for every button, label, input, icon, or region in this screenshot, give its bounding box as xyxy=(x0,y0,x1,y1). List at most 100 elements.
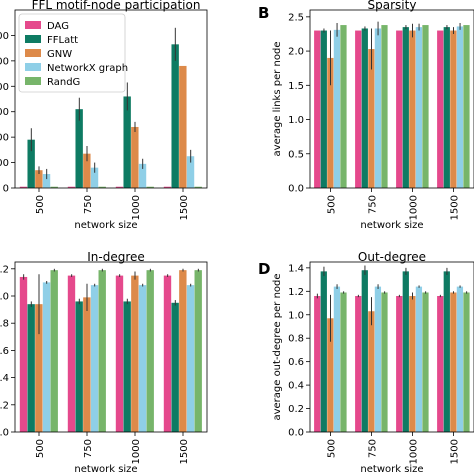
x-axis-label: network size xyxy=(74,220,137,231)
x-tick-label: 1500 xyxy=(450,439,461,464)
axes-frame xyxy=(14,9,208,189)
x-tick-label: 750 xyxy=(368,439,379,458)
bar xyxy=(27,139,35,188)
bar xyxy=(327,318,334,432)
bar xyxy=(437,296,444,432)
bar xyxy=(42,282,51,432)
bar xyxy=(194,186,202,188)
x-tick-label: 750 xyxy=(83,439,94,458)
bar xyxy=(186,285,195,432)
y-tick-label: 0.2 xyxy=(0,400,9,411)
chart-panel: 0 200 400 600 800 1000 1200 500 750 1000 1500 netwo… xyxy=(0,0,208,231)
bar xyxy=(314,296,321,432)
y-tick-label: 0.6 xyxy=(0,346,9,357)
bar xyxy=(381,25,388,188)
bar xyxy=(450,30,457,188)
y-tick-label: 0.2 xyxy=(288,404,304,415)
bar xyxy=(179,270,187,432)
bar xyxy=(27,304,35,432)
x-tick-label: 750 xyxy=(83,195,94,214)
bar xyxy=(374,28,382,188)
y-tick-label: 0.4 xyxy=(0,373,9,384)
bars xyxy=(314,265,470,432)
bar xyxy=(19,186,28,188)
bar xyxy=(361,28,368,188)
legend-entry: GNW xyxy=(47,49,72,60)
bar xyxy=(90,167,99,188)
bar xyxy=(450,292,457,432)
x-tick-label: 750 xyxy=(368,195,379,214)
bar xyxy=(368,49,375,188)
y-tick-label: 0.0 xyxy=(288,184,304,195)
y-tick-label: 0.4 xyxy=(288,381,304,392)
bar xyxy=(163,186,172,188)
x-tick-label: 1000 xyxy=(131,195,142,220)
bar xyxy=(138,163,147,188)
bar xyxy=(340,25,347,188)
bar xyxy=(171,302,179,432)
y-tick-label: 1.2 xyxy=(0,264,9,275)
bar xyxy=(333,29,341,188)
y-tick-label: 1.0 xyxy=(288,310,304,321)
legend-swatch xyxy=(25,35,41,43)
chart-title: In-degree xyxy=(87,250,145,264)
bar xyxy=(146,186,154,188)
chart-panel: 0.0 0.5 1.0 1.5 2.0 2.5 500 750 1000 1500 network … xyxy=(258,0,474,231)
bar xyxy=(98,186,106,188)
bar xyxy=(409,296,416,432)
bar xyxy=(186,156,195,188)
y-tick-label: 1.2 xyxy=(288,287,304,298)
y-tick-label: 400 xyxy=(0,133,9,144)
bar xyxy=(463,25,470,188)
bar xyxy=(415,27,423,188)
y-axis-label: average out-degree per node xyxy=(272,273,283,420)
bar xyxy=(90,285,99,432)
y-tick-label: 0.8 xyxy=(288,334,304,345)
bar xyxy=(115,186,124,188)
bar xyxy=(402,27,409,188)
bar xyxy=(320,30,327,188)
bars xyxy=(19,27,202,188)
x-tick-label: 1000 xyxy=(409,195,420,220)
bar xyxy=(35,304,43,432)
bar xyxy=(396,296,403,432)
bar xyxy=(67,275,76,432)
chart-title: FFL motif-node participation xyxy=(32,0,201,12)
bar xyxy=(333,286,341,432)
bars xyxy=(314,21,470,188)
chart-title: Out-degree xyxy=(358,250,426,264)
bar xyxy=(50,270,58,432)
panel-label: B xyxy=(258,4,269,22)
bar xyxy=(123,301,131,432)
x-tick-label: 1000 xyxy=(131,439,142,464)
bar xyxy=(396,30,403,188)
y-tick-label: 1000 xyxy=(0,56,9,67)
legend-swatch xyxy=(25,21,41,29)
bar xyxy=(456,286,464,432)
bar xyxy=(327,57,334,188)
axes-frame xyxy=(309,261,474,433)
bar xyxy=(361,270,368,432)
legend-swatch xyxy=(25,77,41,85)
bar xyxy=(123,96,131,188)
axes-frame xyxy=(14,261,208,433)
bar xyxy=(19,276,28,432)
chart-title: Sparsity xyxy=(368,0,417,12)
bar xyxy=(75,109,83,188)
y-tick-label: 0.6 xyxy=(288,357,304,368)
y-tick-label: 1.4 xyxy=(288,263,304,274)
bar xyxy=(75,301,83,432)
y-tick-label: 1200 xyxy=(0,31,9,42)
x-tick-label: 500 xyxy=(327,439,338,458)
legend-swatch xyxy=(25,63,41,71)
bar xyxy=(115,275,124,432)
bar xyxy=(456,26,464,188)
y-tick-label: 800 xyxy=(0,82,9,93)
bar xyxy=(131,126,139,188)
x-tick-label: 1500 xyxy=(450,195,461,220)
bar xyxy=(171,44,179,188)
x-tick-label: 500 xyxy=(35,195,46,214)
bar xyxy=(355,296,362,432)
bar xyxy=(443,27,450,188)
bar xyxy=(463,292,470,432)
